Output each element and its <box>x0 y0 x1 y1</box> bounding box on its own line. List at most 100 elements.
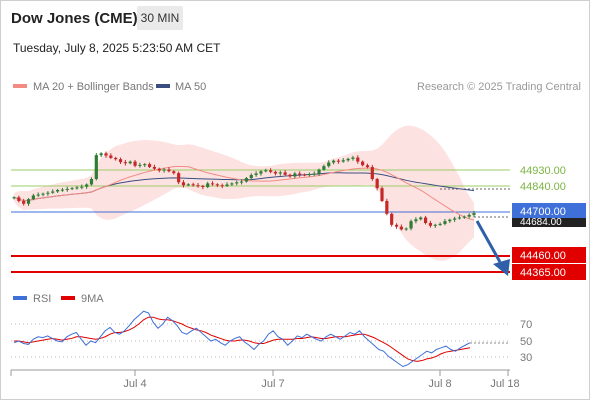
rsi-ma-legend-label: 9MA <box>81 293 104 305</box>
candle-body <box>181 182 186 186</box>
candle-body <box>288 174 292 177</box>
candle-body <box>264 170 268 172</box>
candle-body <box>147 164 152 167</box>
candle-body <box>46 192 50 194</box>
support-tag-label-44365: 44365.00 <box>520 267 566 279</box>
candle-body <box>409 221 413 229</box>
candle-body <box>152 166 157 169</box>
candle-body <box>138 164 142 166</box>
candle-body <box>41 193 45 195</box>
candle-body <box>273 171 278 174</box>
support-tag-label-44460: 44460.00 <box>520 250 566 262</box>
ma20-legend-label: MA 20 + Bollinger Bands <box>33 81 154 93</box>
candle-body <box>114 157 118 160</box>
candle-body <box>327 162 331 167</box>
candle-body <box>123 162 127 164</box>
candle-body <box>249 174 253 179</box>
candle-body <box>336 160 341 162</box>
x-label-jul8: Jul 8 <box>428 378 451 390</box>
candle-body <box>133 161 137 166</box>
ma20-legend-swatch <box>13 84 27 88</box>
candle-body <box>317 169 321 174</box>
candle-body <box>380 188 384 201</box>
candle-body <box>186 184 190 186</box>
candle-body <box>385 201 389 214</box>
candle-body <box>312 173 316 175</box>
candle-body <box>370 167 374 179</box>
candle-body <box>394 224 399 227</box>
candle-body <box>235 182 239 184</box>
candle-body <box>298 173 302 175</box>
last-price-label: 44684.00 <box>520 217 562 228</box>
forecast-arrow-shaft <box>475 220 502 263</box>
candle-body <box>118 159 123 163</box>
candle-body <box>302 174 307 176</box>
candle-body <box>375 179 379 189</box>
candle-body <box>65 188 69 190</box>
candle-body <box>259 171 263 174</box>
candle-body <box>89 179 94 185</box>
rsi-ma-line <box>14 316 471 362</box>
candle-body <box>220 185 224 187</box>
candle-body <box>346 158 350 161</box>
ma20-line <box>13 165 475 221</box>
candle-body <box>278 172 282 174</box>
candle-body <box>31 195 35 200</box>
candle-body <box>438 223 442 225</box>
candle-body <box>254 173 258 175</box>
candle-body <box>448 219 452 222</box>
credit-label: Research © 2025 Trading Central <box>417 81 581 93</box>
candle-body <box>269 170 273 172</box>
rsi-line <box>13 310 471 368</box>
rsi-ma-legend-swatch <box>61 296 75 300</box>
candle-body <box>157 168 161 171</box>
candle-body <box>467 214 471 217</box>
candle-body <box>307 174 311 176</box>
timestamp: Tuesday, July 8, 2025 5:23:50 AM CET <box>13 41 221 55</box>
candle-body <box>201 185 205 188</box>
candle-body <box>12 197 16 199</box>
candle-body <box>404 228 408 230</box>
last-price-tag <box>512 218 586 227</box>
candle-body <box>361 161 365 166</box>
candle-body <box>36 194 40 196</box>
candle-body <box>177 173 181 183</box>
rsi-legend-swatch <box>13 296 27 300</box>
candle-body <box>244 178 249 182</box>
candle-body <box>414 219 418 222</box>
rsi-tick-30: 30 <box>520 352 532 364</box>
candle-body <box>428 223 433 226</box>
candle-body <box>51 191 55 193</box>
candle-body <box>196 185 200 187</box>
candle-body <box>239 181 244 183</box>
timeframe-button[interactable]: 30 MIN <box>137 6 183 30</box>
x-label-jul7: Jul 7 <box>261 378 284 390</box>
candle-body <box>99 153 103 156</box>
candle-body <box>17 197 21 201</box>
x-label-jul18: Jul 18 <box>490 378 519 390</box>
candle-body <box>80 186 84 188</box>
candle-body <box>462 216 466 218</box>
ma50-legend-swatch <box>156 84 170 88</box>
support-tag-44365 <box>512 264 586 280</box>
candle-body <box>351 157 355 159</box>
candle-body <box>453 218 457 220</box>
rsi-legend-label: RSI <box>33 293 51 305</box>
candle-body <box>356 157 360 162</box>
rsi-tick-50: 50 <box>520 336 532 348</box>
candle-body <box>162 169 166 171</box>
candle-body <box>60 189 65 191</box>
resistance-label-44930: 44930.00 <box>520 165 566 177</box>
candlestick-series <box>12 151 476 231</box>
candle-body <box>365 165 370 168</box>
candle-body <box>191 184 195 186</box>
candle-body <box>128 161 132 164</box>
support-tag-44460 <box>512 247 586 263</box>
forecast-arrow-head <box>493 259 510 276</box>
rsi-tick-70: 70 <box>520 319 532 331</box>
candle-body <box>70 188 74 190</box>
candle-body <box>143 164 147 166</box>
candle-body <box>390 213 394 225</box>
candle-body <box>94 155 98 179</box>
